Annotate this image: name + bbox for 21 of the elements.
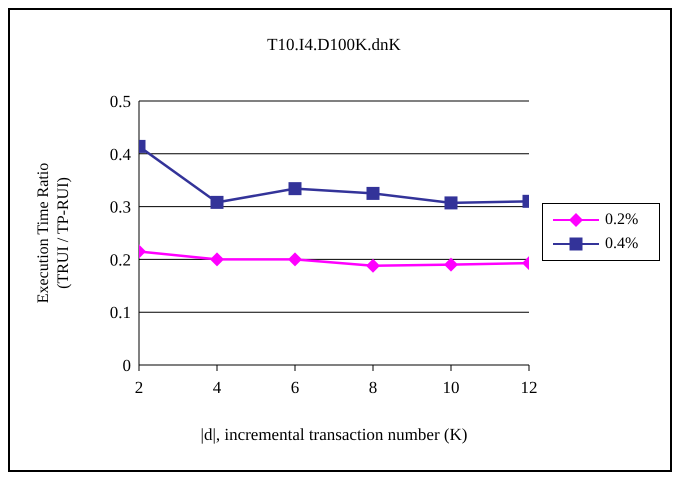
y-tick-label: 0.5 <box>110 92 131 112</box>
y-tick-label: 0.4 <box>110 144 132 164</box>
legend-label: 0.4% <box>605 234 638 254</box>
legend-label: 0.2% <box>605 210 638 230</box>
x-tick-label: 12 <box>520 378 538 398</box>
point <box>288 182 302 196</box>
y-axis-title: Execution Time Ratio (TRUI / TP-RUI) <box>35 162 72 304</box>
point <box>366 186 380 200</box>
x-tick-label: 8 <box>368 378 378 398</box>
y-tick-label: 0.3 <box>110 198 131 217</box>
point <box>366 258 380 273</box>
y-tick-label: 0.1 <box>110 303 131 322</box>
x-tick-label: 2 <box>134 378 144 398</box>
x-tick-label: 10 <box>442 378 460 398</box>
chart-title: T10.I4.D100K.dnK <box>267 35 402 54</box>
x-axis-title: |d|, incremental transaction number (K) <box>200 425 468 444</box>
y-tick-label: 0.2 <box>110 250 131 270</box>
point <box>288 252 302 266</box>
x-tick-label: 4 <box>212 378 222 398</box>
y-tick-label: 0 <box>122 356 131 376</box>
x-tick-label: 6 <box>290 378 300 398</box>
